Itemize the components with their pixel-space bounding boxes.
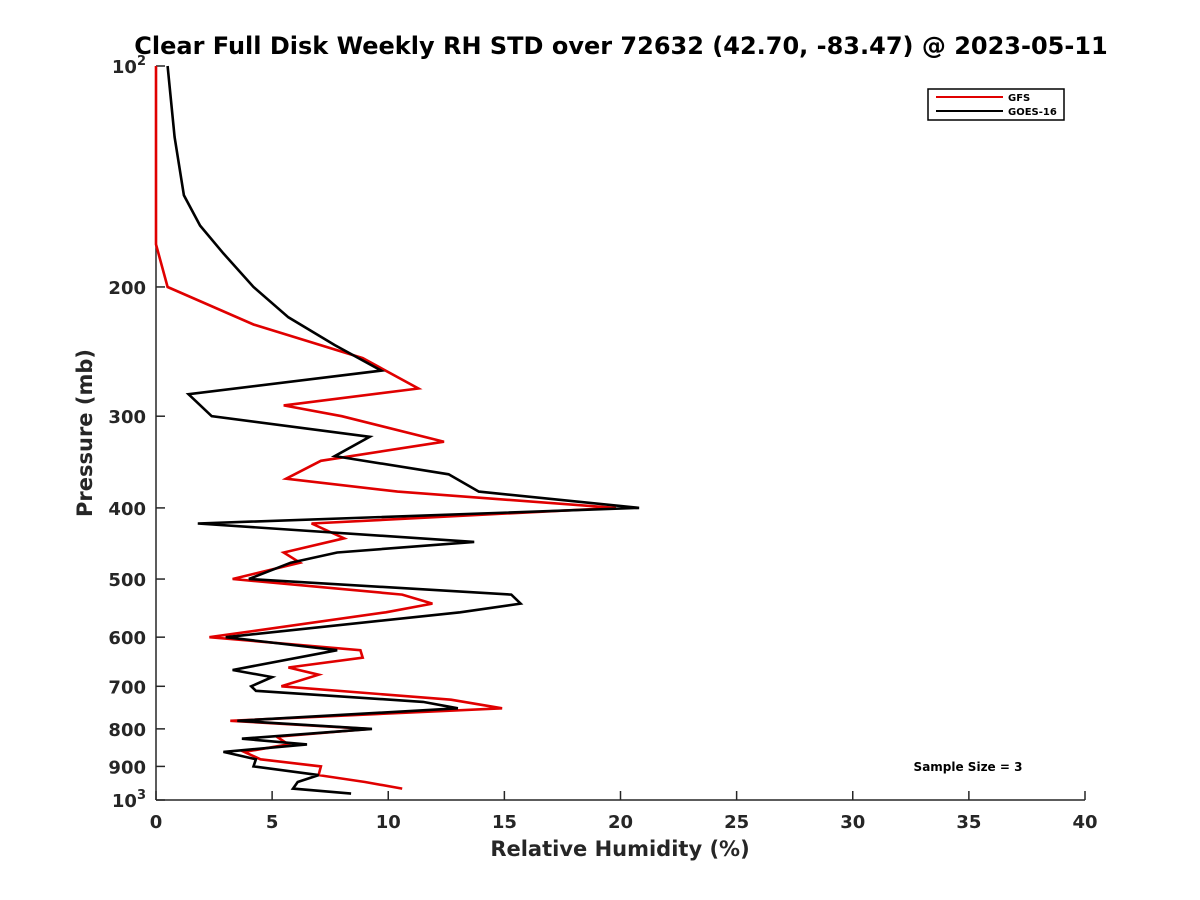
y-tick-label: 600 [108, 628, 146, 649]
series-line-gfs [154, 66, 616, 790]
x-tick-label: 25 [724, 812, 749, 833]
x-tick-label: 10 [376, 812, 401, 833]
y-axis-label: Pressure (mb) [73, 349, 97, 517]
legend-label-goes16: GOES-16 [1008, 107, 1057, 118]
x-axis-label: Relative Humidity (%) [490, 837, 749, 861]
y-tick-label: 700 [108, 677, 146, 698]
y-tick-label: 200 [108, 278, 146, 299]
y-tick-label: 102 [112, 54, 146, 78]
x-tick-label: 20 [608, 812, 633, 833]
plot-area [155, 66, 1085, 801]
y-tick-label: 400 [108, 499, 146, 520]
x-tick-label: 5 [266, 812, 279, 833]
legend-box [927, 88, 1065, 121]
x-tick-label: 35 [956, 812, 981, 833]
x-ticks: 0 5 10 15 20 25 30 35 40 [150, 791, 1098, 833]
chart-title: Clear Full Disk Weekly RH STD over 72632… [134, 32, 1107, 60]
sample-size-annotation: Sample Size = 3 [914, 760, 1023, 774]
series-line-goes16 [166, 65, 640, 795]
y-tick-label: 800 [108, 720, 146, 741]
y-tick-label: 500 [108, 570, 146, 591]
series-lines [154, 65, 640, 795]
x-tick-label: 15 [492, 812, 517, 833]
y-tick-label: 900 [108, 757, 146, 778]
legend: GFS GOES-16 [927, 88, 1065, 121]
y-ticks: 102 200 300 400 500 600 700 800 900 103 [108, 54, 165, 812]
x-tick-label: 40 [1072, 812, 1097, 833]
x-tick-label: 0 [150, 812, 163, 833]
y-tick-label: 103 [112, 788, 146, 812]
legend-label-gfs: GFS [1008, 93, 1030, 104]
y-tick-label: 300 [108, 407, 146, 428]
x-tick-label: 30 [840, 812, 865, 833]
